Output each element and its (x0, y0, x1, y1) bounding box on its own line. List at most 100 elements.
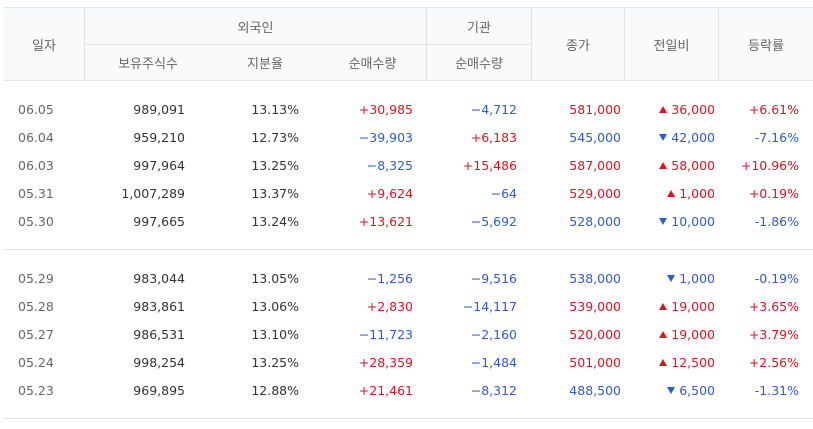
triangle-down-icon (667, 275, 676, 282)
rate-cell: +6.61% (748, 102, 799, 117)
holdings-cell: 997,964 (133, 158, 185, 173)
holdings-cell: 983,044 (133, 271, 185, 286)
triangle-down-icon (659, 218, 668, 225)
share-cell: 13.06% (251, 299, 299, 314)
table-row: 05.23 969,895 12.88% +21,461 −8,312 488,500 6,… (0, 377, 813, 405)
date-cell: 06.04 (18, 130, 54, 145)
table-bottom-border (4, 418, 813, 419)
close-cell: 528,000 (569, 214, 621, 229)
header-bottom-border (4, 80, 813, 81)
close-cell: 538,000 (569, 271, 621, 286)
holdings-cell: 997,665 (133, 214, 185, 229)
inst-net-cell: −5,692 (470, 214, 517, 229)
share-cell: 13.13% (251, 102, 299, 117)
close-cell: 501,000 (569, 355, 621, 370)
cell-value: 58,000 (671, 158, 715, 173)
foreign-net-cell: −8,325 (366, 158, 413, 173)
change-cell: 1,000 (667, 180, 715, 208)
triangle-up-icon (667, 190, 676, 197)
triangle-down-icon (667, 387, 676, 394)
header-top-border (4, 7, 813, 8)
header-divider (531, 8, 532, 80)
change-cell: 12,500 (659, 349, 715, 377)
inst-net-cell: −2,160 (470, 327, 517, 342)
header-share: 지분율 (247, 57, 283, 72)
inst-net-cell: −64 (490, 186, 517, 201)
close-cell: 488,500 (569, 383, 621, 398)
table-row: 05.27 986,531 13.10% −11,723 −2,160 520,000 19… (0, 321, 813, 349)
change-cell: 19,000 (659, 321, 715, 349)
share-cell: 13.25% (251, 355, 299, 370)
cell-value: 1,000 (679, 186, 715, 201)
holdings-cell: 1,007,289 (121, 186, 185, 201)
rate-cell: +2.56% (748, 355, 799, 370)
cell-value: 6,500 (679, 383, 715, 398)
close-cell: 520,000 (569, 327, 621, 342)
date-cell: 06.03 (18, 158, 54, 173)
inst-net-cell: −9,516 (470, 271, 517, 286)
rate-cell: +0.19% (748, 186, 799, 201)
foreign-net-cell: +2,830 (366, 299, 413, 314)
triangle-up-icon (659, 331, 668, 338)
close-cell: 581,000 (569, 102, 621, 117)
holdings-cell: 998,254 (133, 355, 185, 370)
triangle-up-icon (659, 162, 668, 169)
date-cell: 05.28 (18, 299, 54, 314)
triangle-up-icon (659, 106, 668, 113)
share-cell: 13.24% (251, 214, 299, 229)
header-divider (624, 8, 625, 80)
close-cell: 545,000 (569, 130, 621, 145)
share-cell: 12.73% (251, 130, 299, 145)
holdings-cell: 959,210 (133, 130, 185, 145)
rate-cell: +3.79% (748, 327, 799, 342)
table-row: 06.04 959,210 12.73% −39,903 +6,183 545,000 42… (0, 124, 813, 152)
holdings-cell: 989,091 (133, 102, 185, 117)
group-separator (4, 249, 813, 250)
rate-cell: -1.31% (754, 383, 799, 398)
date-cell: 05.30 (18, 214, 54, 229)
holdings-cell: 983,861 (133, 299, 185, 314)
change-cell: 58,000 (659, 152, 715, 180)
inst-net-cell: −8,312 (470, 383, 517, 398)
rate-cell: -0.19% (754, 271, 799, 286)
inst-net-cell: +6,183 (470, 130, 517, 145)
triangle-up-icon (659, 303, 668, 310)
inst-net-cell: −1,484 (470, 355, 517, 370)
cell-value: 42,000 (671, 130, 715, 145)
date-cell: 06.05 (18, 102, 54, 117)
cell-value: 19,000 (671, 327, 715, 342)
foreign-net-cell: +13,621 (358, 214, 413, 229)
holdings-cell: 986,531 (133, 327, 185, 342)
date-cell: 05.31 (18, 186, 54, 201)
table-row: 06.03 997,964 13.25% −8,325 +15,486 587,000 58… (0, 152, 813, 180)
foreign-net-cell: −1,256 (366, 271, 413, 286)
inst-net-cell: −14,117 (462, 299, 517, 314)
foreign-net-cell: +9,624 (366, 186, 413, 201)
close-cell: 587,000 (569, 158, 621, 173)
cell-value: 1,000 (679, 271, 715, 286)
share-cell: 13.05% (251, 271, 299, 286)
header-foreign: 외국인 (237, 20, 274, 36)
change-cell: 36,000 (659, 96, 715, 124)
triangle-down-icon (659, 134, 668, 141)
header-holdings: 보유주식수 (118, 57, 178, 72)
header-rate: 등락률 (748, 38, 784, 54)
table-row: 06.05 989,091 13.13% +30,985 −4,712 581,000 36… (0, 96, 813, 124)
change-cell: 19,000 (659, 293, 715, 321)
share-cell: 13.25% (251, 158, 299, 173)
cell-value: 10,000 (671, 214, 715, 229)
date-cell: 05.24 (18, 355, 54, 370)
header-foreign-net: 순매수량 (348, 57, 397, 72)
cell-value: 36,000 (671, 102, 715, 117)
change-cell: 42,000 (659, 124, 715, 152)
share-cell: 13.10% (251, 327, 299, 342)
date-cell: 05.29 (18, 271, 54, 286)
change-cell: 1,000 (667, 265, 715, 293)
triangle-up-icon (659, 359, 668, 366)
table-row: 05.31 1,007,289 13.37% +9,624 −64 529,000 1,00… (0, 180, 813, 208)
close-cell: 539,000 (569, 299, 621, 314)
header-close: 종가 (566, 38, 590, 54)
share-cell: 13.37% (251, 186, 299, 201)
date-cell: 05.27 (18, 327, 54, 342)
foreign-net-cell: −39,903 (358, 130, 413, 145)
